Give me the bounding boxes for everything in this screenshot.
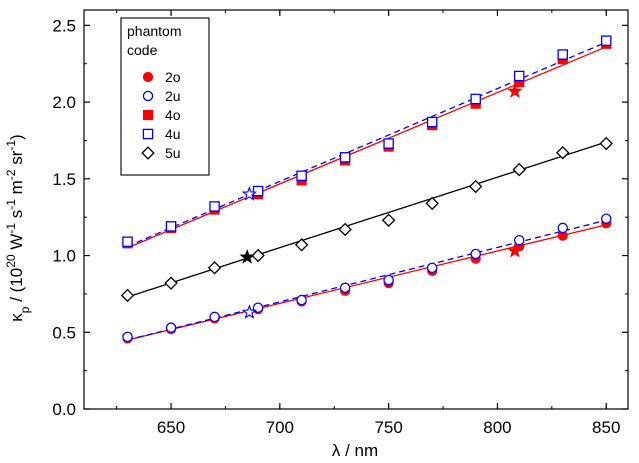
fit-line-4o (127, 46, 607, 249)
data-point-5u (425, 196, 439, 211)
legend-label-2u: 2u (165, 88, 181, 104)
y-axis-W: W (7, 234, 26, 255)
legend-marker-4o (142, 109, 154, 121)
y-axis-exp-m: -2 (4, 169, 18, 180)
legend-label-4o: 4o (165, 107, 181, 123)
data-point-5u (556, 145, 570, 160)
x-axis-unit: / nm (340, 441, 378, 460)
x-tick-label: 800 (483, 418, 511, 437)
data-point-5u (512, 162, 526, 177)
data-point-4u (165, 221, 177, 232)
y-axis-s: s (7, 210, 26, 223)
legend-title: phantom (127, 23, 181, 39)
data-point-2u (600, 213, 612, 224)
x-tick-label: 850 (592, 418, 620, 437)
y-tick-label: 0.5 (52, 323, 76, 342)
x-tick-label: 700 (266, 418, 294, 437)
legend-marker-2u (142, 90, 154, 102)
data-point-4u (296, 170, 307, 181)
y-tick-label: 2.5 (52, 16, 76, 35)
x-tick-label: 750 (374, 418, 402, 437)
legend-label-4u: 4u (165, 126, 181, 142)
data-point-4u (339, 152, 351, 163)
data-point-5u (251, 248, 265, 263)
y-axis-exp-sr: -1 (4, 140, 18, 151)
plot-frame (83, 9, 629, 410)
y-tick-label: 1.0 (52, 247, 76, 266)
data-point-2u (122, 331, 133, 343)
data-point-2u (426, 262, 438, 274)
data-point-5u (468, 179, 483, 194)
data-point-2u (383, 274, 394, 286)
star-point-4o (507, 83, 523, 98)
y-axis-open: / (10 (7, 268, 26, 307)
data-point-5u (381, 213, 396, 227)
star-point-2o (507, 242, 523, 258)
data-point-2u (339, 282, 351, 294)
data-point-5u (164, 276, 178, 290)
legend-label-2o: 2o (165, 69, 181, 85)
fit-line-5u (127, 141, 607, 298)
y-axis-sr: sr (7, 150, 26, 169)
y-axis-exp-s: -1 (4, 199, 18, 210)
y-axis-m: m (7, 180, 26, 199)
y-axis-title: κp / (1020 W-1 s-1 m-2 sr-1) (4, 134, 32, 321)
data-point-4u (252, 185, 264, 197)
data-point-4u (513, 70, 525, 82)
fit-line-4u (127, 41, 607, 247)
legend-box (120, 17, 210, 176)
legend-title: code (127, 42, 158, 58)
data-point-2u (296, 294, 307, 306)
data-point-4u (209, 201, 220, 212)
data-point-5u (120, 288, 135, 303)
y-tick-label: 1.5 (52, 170, 76, 189)
star-point-2u (241, 304, 258, 319)
data-point-4u (383, 138, 394, 149)
legend-marker-4u (142, 128, 154, 140)
x-axis-title: λ / nm (332, 441, 378, 460)
data-point-4u (426, 116, 438, 128)
y-axis-exp-W: -1 (4, 223, 18, 234)
fit-line-2u (127, 219, 607, 341)
data-point-2u (513, 234, 525, 246)
data-point-2u (470, 248, 481, 260)
legend-label-5u: 5u (165, 145, 181, 161)
star-point-4u (241, 186, 258, 201)
data-point-4u (122, 236, 133, 247)
y-axis-close: ) (7, 134, 26, 140)
star-point-5u (239, 248, 255, 264)
y-tick-label: 2.0 (52, 93, 76, 112)
x-tick-label: 650 (157, 418, 185, 437)
data-point-5u (338, 222, 352, 237)
data-point-4u (470, 93, 481, 105)
x-axis-symbol: λ (332, 441, 341, 460)
data-point-2u (557, 222, 568, 234)
y-tick-label: 0.0 (52, 400, 76, 419)
legend-marker-5u (141, 146, 155, 160)
legend-marker-2o (142, 71, 154, 83)
fit-line-2o (127, 224, 607, 341)
y-axis-kappa: κ (7, 313, 26, 322)
data-point-5u (599, 136, 613, 151)
data-point-4u (600, 35, 612, 46)
data-point-4u (557, 49, 568, 60)
data-point-2u (165, 322, 177, 333)
data-point-5u (207, 261, 222, 275)
y-axis-sub-p: p (18, 306, 32, 313)
data-point-5u (294, 238, 309, 252)
y-axis-exp-20: 20 (4, 254, 18, 268)
data-point-2u (209, 311, 220, 323)
